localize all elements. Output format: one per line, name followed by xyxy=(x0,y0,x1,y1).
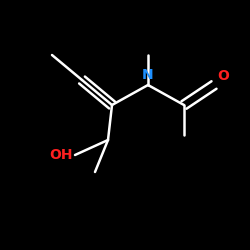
Text: OH: OH xyxy=(50,148,73,162)
Text: N: N xyxy=(142,68,154,82)
Text: O: O xyxy=(217,69,229,83)
